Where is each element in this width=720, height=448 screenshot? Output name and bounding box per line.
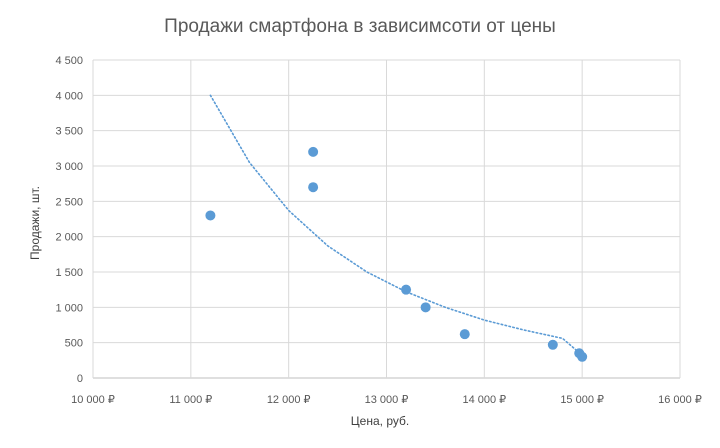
x-tick-label: 13 000 ₽ <box>365 394 409 406</box>
trendline <box>209 94 584 357</box>
y-tick-label: 1 000 <box>55 302 83 314</box>
data-point <box>401 284 412 295</box>
x-axis-label: Цена, руб. <box>350 414 410 428</box>
x-tick-label: 16 000 ₽ <box>658 394 702 406</box>
data-point <box>459 329 470 340</box>
y-tick-label: 500 <box>65 338 83 350</box>
data-point <box>547 339 558 350</box>
x-tick-label: 11 000 ₽ <box>169 394 212 406</box>
y-tick-label: 4 500 <box>55 55 83 67</box>
y-tick-label: 3 000 <box>55 161 83 173</box>
y-tick-label: 1 500 <box>55 267 83 279</box>
y-tick-label: 0 <box>77 373 83 385</box>
x-tick-label: 15 000 ₽ <box>560 394 604 406</box>
x-tick-label: 14 000 ₽ <box>462 394 506 406</box>
chart-title: Продажи смартфона в зависимсоти от цены <box>164 16 556 37</box>
x-tick-label: 12 000 ₽ <box>267 394 311 406</box>
y-tick-label: 3 500 <box>55 126 83 138</box>
data-point <box>308 182 319 193</box>
y-tick-label: 2 000 <box>55 232 83 244</box>
y-tick-label: 4 000 <box>55 90 83 102</box>
data-point <box>308 146 319 157</box>
data-point <box>205 210 216 221</box>
data-point <box>577 351 588 362</box>
data-point <box>420 302 431 313</box>
x-tick-label: 10 000 ₽ <box>71 394 115 406</box>
y-tick-label: 2 500 <box>55 196 83 208</box>
y-axis-label: Продажи, шт. <box>28 186 42 260</box>
